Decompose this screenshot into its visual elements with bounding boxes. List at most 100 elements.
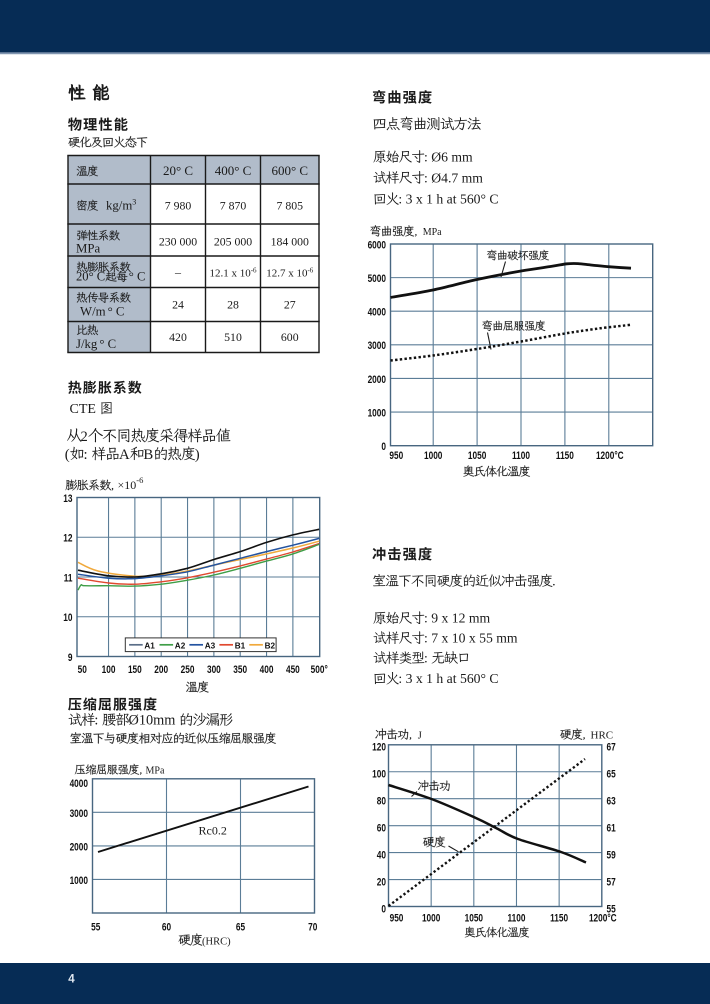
svg-text:1100: 1100 [512,450,530,463]
svg-text:1000: 1000 [422,912,441,925]
svg-text:B1: B1 [235,641,246,650]
svg-text:950: 950 [390,912,404,925]
svg-text:.: . [552,575,556,590]
svg-text:20: 20 [377,876,387,889]
svg-text:3000: 3000 [368,340,387,353]
svg-text::: : [424,150,428,165]
svg-text:20° C: 20° C [163,163,193,178]
svg-text:MPa: MPa [76,241,100,255]
svg-text:60: 60 [162,921,172,934]
svg-text:400° C: 400° C [215,163,252,178]
svg-text:HRC: HRC [591,730,614,742]
svg-text:420: 420 [169,330,187,344]
svg-text::: : [94,713,98,729]
svg-text:: 3 x 1 h at 560° C: : 3 x 1 h at 560° C [398,192,498,207]
svg-text:×10: ×10 [118,478,137,492]
svg-text:° C: ° C [108,305,125,319]
svg-text:7 805: 7 805 [276,198,303,212]
svg-text:W/m: W/m [80,305,106,319]
svg-text:5000: 5000 [368,273,387,286]
svg-text:7 870: 7 870 [220,198,247,212]
svg-text:2000: 2000 [70,841,89,854]
svg-text:40: 40 [377,849,387,862]
svg-text:Ø4.7 mm: Ø4.7 mm [431,170,483,185]
svg-text:400: 400 [260,664,274,677]
svg-text:184 000: 184 000 [271,234,309,248]
svg-text:Ø6 mm: Ø6 mm [431,150,473,165]
svg-text:600: 600 [281,330,299,344]
svg-text:J: J [418,731,422,742]
svg-text:): ) [195,447,200,463]
svg-text:CTE: CTE [70,402,96,417]
svg-text:12.1 x 10: 12.1 x 10 [209,268,251,280]
svg-text:° C: ° C [129,270,146,284]
svg-text:57: 57 [607,876,617,889]
svg-text:100: 100 [102,664,116,677]
svg-text:4000: 4000 [368,306,387,319]
svg-text:4: 4 [68,974,75,986]
svg-text:11: 11 [64,572,73,585]
svg-text:28: 28 [227,298,239,312]
svg-text:–: – [174,265,182,279]
svg-text:67: 67 [607,742,617,755]
svg-text:12.7 x 10: 12.7 x 10 [266,268,308,280]
svg-text:: 3 x 1 h at 560° C: : 3 x 1 h at 560° C [398,671,498,686]
svg-text:1150: 1150 [556,450,574,463]
svg-text:A2: A2 [175,641,186,650]
svg-text:3: 3 [132,198,136,207]
svg-text:1200°C: 1200°C [589,912,617,925]
svg-text:65: 65 [236,921,246,934]
svg-text:12: 12 [63,532,73,545]
svg-text:Rc0.2: Rc0.2 [199,824,227,838]
svg-text:° C: ° C [99,337,116,351]
svg-text:120: 120 [372,742,386,755]
svg-text:59: 59 [607,849,617,862]
svg-text:(: ( [65,447,70,463]
svg-text:80: 80 [377,795,387,808]
svg-text:13: 13 [63,493,73,506]
svg-text:1050: 1050 [465,912,484,925]
svg-text:9 x 12 mm: 9 x 12 mm [431,611,490,626]
svg-text:3000: 3000 [70,808,89,821]
svg-text:Ø10mm: Ø10mm [129,713,176,729]
svg-text::: : [424,651,428,666]
svg-text:350: 350 [233,664,247,677]
svg-text:150: 150 [128,664,142,677]
svg-text:510: 510 [224,330,242,344]
svg-text:2000: 2000 [368,374,387,387]
svg-text:B: B [143,447,153,463]
svg-text::: : [424,611,428,626]
svg-text::: : [424,631,428,646]
svg-text:B2: B2 [265,641,276,650]
svg-text:600° C: 600° C [271,163,308,178]
svg-text::: : [424,170,428,185]
svg-text:250: 250 [181,664,195,677]
svg-text::: : [84,447,88,463]
svg-text:950: 950 [389,450,403,463]
svg-text:24: 24 [172,298,184,312]
svg-text:1050: 1050 [468,450,487,463]
svg-text:1000: 1000 [424,450,443,463]
svg-text:1100: 1100 [507,912,525,925]
svg-text:1200°C: 1200°C [596,450,624,463]
svg-text:20° C: 20° C [76,270,105,284]
svg-text:7 980: 7 980 [165,198,192,212]
svg-text:1000: 1000 [70,875,89,888]
svg-text:0: 0 [381,441,386,454]
svg-text:55: 55 [91,921,101,934]
svg-text:-6: -6 [251,267,257,275]
svg-text:A1: A1 [144,641,155,650]
svg-text:MPa: MPa [146,766,165,777]
svg-text:1000: 1000 [368,407,387,420]
svg-text:63: 63 [607,795,617,808]
svg-text:205 000: 205 000 [214,234,252,248]
svg-text:J/kg: J/kg [76,337,98,351]
svg-text:0: 0 [381,903,386,916]
svg-text:65: 65 [607,768,617,781]
svg-text:300: 300 [207,664,221,677]
svg-text:200: 200 [154,664,168,677]
svg-text:2: 2 [81,429,88,445]
svg-text:10: 10 [63,612,73,625]
svg-text:9: 9 [68,652,73,665]
svg-text:70: 70 [308,921,318,934]
